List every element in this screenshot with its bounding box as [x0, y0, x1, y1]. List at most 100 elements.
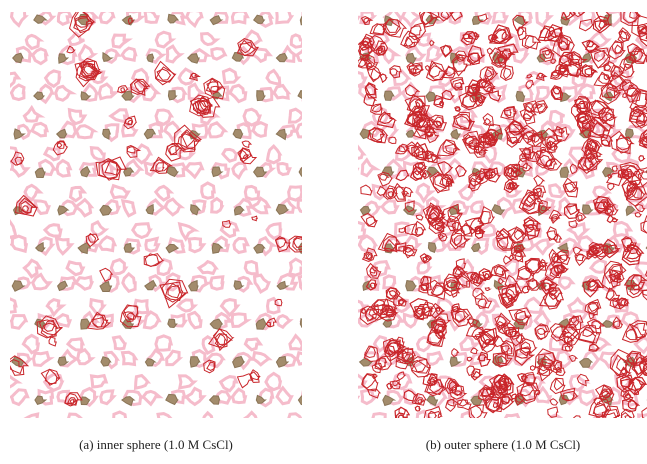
- framework-ring: [0, 48, 6, 61]
- framework-ring: [439, 0, 454, 9]
- density-contour: [639, 156, 644, 161]
- framework-ring: [71, 187, 85, 200]
- framework-atom: [320, 434, 332, 443]
- framework-ring: [25, 185, 40, 200]
- framework-ring: [325, 47, 340, 62]
- density-contour: [478, 14, 487, 22]
- framework-ring: [222, 300, 238, 315]
- framework-ring: [92, 0, 104, 10]
- framework-ring: [324, 123, 338, 138]
- framework-ring: [123, 125, 136, 136]
- framework-ring: [278, 164, 290, 175]
- framework-ring: [0, 123, 5, 136]
- framework-ring: [302, 390, 317, 406]
- framework-ring: [1, 376, 18, 387]
- density-contour: [415, 406, 420, 411]
- framework-ring: [23, 414, 38, 428]
- framework-ring: [299, 276, 314, 292]
- framework-ring: [584, 428, 598, 441]
- framework-ring: [232, 11, 247, 23]
- framework-ring: [350, 73, 365, 87]
- framework-ring: [211, 277, 223, 289]
- framework-atom: [234, 281, 243, 290]
- framework-ring: [324, 429, 340, 444]
- framework-ring: [114, 412, 128, 425]
- density-contour: [121, 88, 125, 92]
- framework-atom: [100, 282, 112, 292]
- framework-ring: [12, 316, 26, 329]
- framework-ring: [76, 200, 91, 216]
- framework-atom: [189, 281, 198, 291]
- framework-ring: [297, 353, 311, 364]
- framework-ring: [223, 69, 238, 83]
- framework-ring: [221, 377, 237, 391]
- framework-atom: [13, 53, 23, 63]
- framework-ring: [320, 427, 336, 441]
- framework-ring: [617, 0, 630, 8]
- framework-ring: [290, 336, 303, 350]
- framework-atom: [318, 129, 325, 140]
- framework-atom: [406, 53, 416, 63]
- framework-atom: [516, 91, 525, 101]
- framework-atom: [276, 53, 287, 61]
- framework-ring: [303, 239, 318, 252]
- framework-atom: [322, 280, 331, 290]
- framework-ring: [45, 225, 61, 236]
- framework-ring: [23, 335, 38, 352]
- framework-atom: [14, 434, 23, 444]
- framework-atom: [233, 129, 243, 138]
- framework-ring: [381, 428, 396, 444]
- framework-atom: [0, 395, 3, 405]
- framework-atom: [583, 433, 591, 444]
- density-contour: [602, 140, 609, 146]
- framework-atom: [426, 92, 436, 102]
- framework-ring: [46, 71, 60, 86]
- density-contour: [428, 412, 442, 421]
- framework-ring: [267, 146, 279, 163]
- framework-atom: [299, 168, 310, 177]
- framework-ring: [123, 352, 136, 364]
- density-contour: [416, 215, 423, 220]
- framework-ring: [570, 148, 586, 163]
- framework-ring: [156, 336, 171, 350]
- framework-ring: [57, 161, 70, 177]
- framework-ring: [428, 353, 442, 365]
- framework-ring: [580, 390, 595, 404]
- density-contour: [368, 64, 372, 68]
- framework-ring: [62, 430, 75, 442]
- framework-ring: [47, 300, 62, 315]
- framework-ring: [340, 275, 357, 290]
- framework-ring: [321, 391, 334, 404]
- framework-ring: [0, 237, 9, 253]
- framework-ring: [189, 239, 204, 252]
- framework-atom: [317, 357, 328, 367]
- framework-atom: [12, 281, 24, 292]
- framework-atom: [471, 396, 482, 405]
- density-contour: [361, 185, 372, 195]
- framework-ring: [222, 0, 239, 7]
- framework-ring: [343, 125, 358, 136]
- density-contour: [550, 399, 558, 405]
- framework-ring: [338, 275, 351, 290]
- framework-ring: [320, 276, 336, 292]
- framework-ring: [212, 199, 222, 213]
- framework-ring: [314, 87, 332, 99]
- framework-ring: [471, 354, 485, 364]
- framework-atom: [341, 243, 349, 253]
- framework-ring: [614, 222, 630, 236]
- framework-ring: [395, 223, 408, 236]
- framework-ring: [178, 300, 194, 311]
- framework-ring: [336, 353, 350, 365]
- framework-ring: [525, 0, 542, 8]
- framework-ring: [133, 224, 150, 238]
- framework-ring: [410, 429, 423, 440]
- framework-ring: [252, 198, 269, 212]
- density-contour: [373, 374, 377, 378]
- panel-a-plot: [0, 0, 358, 444]
- framework-ring: [91, 148, 104, 160]
- framework-atom: [34, 92, 44, 100]
- framework-ring: [537, 87, 549, 99]
- framework-ring: [144, 312, 159, 328]
- framework-ring: [308, 72, 321, 84]
- framework-ring: [418, 34, 430, 45]
